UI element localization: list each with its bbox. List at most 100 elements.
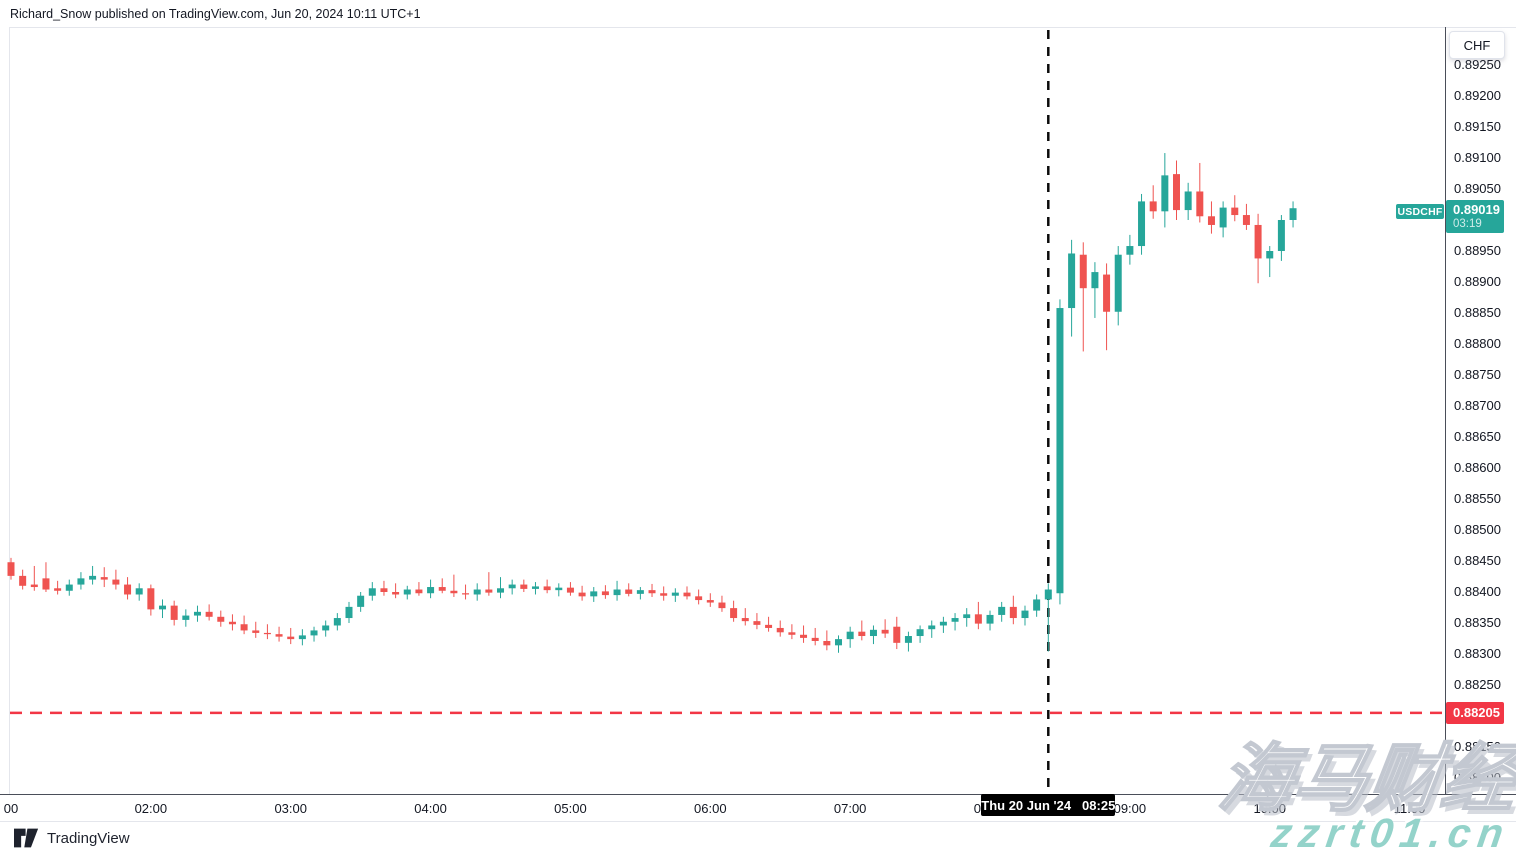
candle-body xyxy=(846,631,854,640)
bar-countdown: 03:19 xyxy=(1453,218,1482,231)
candle-body xyxy=(753,621,761,625)
crosshair-time: 08:25 xyxy=(1082,797,1116,813)
alert-price-value: 0.88205 xyxy=(1453,705,1500,721)
last-price-badge: 0.89019 03:19 xyxy=(1446,200,1504,234)
candle-body xyxy=(450,590,458,594)
candle-body xyxy=(1126,246,1134,255)
time-tick-label: 05:00 xyxy=(554,801,587,816)
price-tick-label: 0.88700 xyxy=(1454,398,1501,413)
candle-body xyxy=(520,584,528,589)
price-scale[interactable]: 0.89250 0.89200 0.89150 0.89100 0.89050 0.889… xyxy=(1446,27,1516,795)
time-tick-label: 09:00 xyxy=(1113,801,1147,816)
time-tick-label: 02:00 xyxy=(134,801,168,816)
candle-body xyxy=(998,606,1006,615)
price-tick-label: 0.88850 xyxy=(1454,305,1501,320)
chart-border-left xyxy=(9,27,10,795)
candle-body xyxy=(625,589,633,594)
candle-body xyxy=(1079,254,1087,289)
candle-body xyxy=(1231,207,1239,216)
candle-body xyxy=(205,611,213,617)
candle-body xyxy=(951,618,959,622)
candle-body xyxy=(1021,610,1029,619)
price-tick-label: 0.89250 xyxy=(1454,57,1501,72)
price-axis-separator xyxy=(1445,27,1446,795)
candle-body xyxy=(660,593,668,596)
candle-body xyxy=(963,614,971,619)
candle-body xyxy=(543,586,551,591)
candle-body xyxy=(1266,251,1274,259)
candle-body xyxy=(240,624,248,631)
price-tick-label: 0.88550 xyxy=(1454,491,1501,506)
candle-body xyxy=(54,588,62,591)
candle-body xyxy=(357,595,365,607)
candle-body xyxy=(974,614,982,624)
candle-body xyxy=(869,629,877,637)
candle-body xyxy=(497,588,505,593)
candle-body xyxy=(7,562,15,576)
price-tick-label: 0.89100 xyxy=(1454,150,1501,165)
candle-body xyxy=(893,626,901,643)
candle-body xyxy=(1103,274,1111,312)
last-price-value: 0.89019 xyxy=(1453,202,1500,218)
candle-body xyxy=(1254,224,1262,259)
tradingview-logo[interactable]: TradingView xyxy=(14,828,130,849)
candle-body xyxy=(1219,207,1227,228)
price-tick-label: 0.88900 xyxy=(1454,274,1501,289)
alert-price-badge: 0.88205 xyxy=(1446,701,1504,724)
price-tick-label: 0.89150 xyxy=(1454,119,1501,134)
candle-body xyxy=(462,593,470,595)
candle-body xyxy=(636,590,644,594)
candle-body xyxy=(473,589,481,595)
currency-button[interactable]: CHF xyxy=(1449,31,1505,59)
candle-body xyxy=(170,605,178,620)
time-tick-label: 11:00 xyxy=(1393,801,1426,816)
candle-body xyxy=(19,575,27,586)
price-tick-label: 0.89050 xyxy=(1454,181,1501,196)
candle-body xyxy=(228,621,236,625)
time-tick-label: 03:00 xyxy=(274,801,307,816)
candle-body xyxy=(1044,589,1052,600)
time-tick-label: 07:00 xyxy=(833,801,867,816)
candle-body xyxy=(928,625,936,630)
candle-body xyxy=(147,588,155,610)
candle-body xyxy=(939,621,947,626)
footer-separator xyxy=(0,821,1516,822)
time-tick-label: 06:00 xyxy=(694,801,727,816)
candle-body xyxy=(380,588,388,592)
price-tick-label: 0.88300 xyxy=(1454,646,1501,661)
candle-body xyxy=(1184,191,1192,211)
candle-body xyxy=(287,636,295,640)
candle-body xyxy=(904,636,912,643)
candle-body xyxy=(1207,216,1215,225)
candle-body xyxy=(427,587,435,594)
candle-body xyxy=(415,589,423,594)
candle-body xyxy=(275,634,283,637)
price-tick-label: 0.89200 xyxy=(1454,88,1501,103)
time-scale[interactable]: 0002:0003:0004:0005:0006:0007:0008:0009:… xyxy=(0,795,1516,821)
crosshair-date-badge: Thu 20 Jun '24 08:25 xyxy=(981,794,1115,816)
candle-body xyxy=(403,589,411,595)
candle-body xyxy=(508,584,516,589)
candle-body xyxy=(1149,201,1157,212)
candle-body xyxy=(310,630,318,636)
candle-body xyxy=(217,616,225,622)
candle-body xyxy=(252,630,260,633)
candle-body xyxy=(555,587,563,591)
candle-body xyxy=(1242,215,1250,225)
candle-body xyxy=(648,590,656,594)
candle-body xyxy=(1196,191,1204,217)
candle-body xyxy=(112,579,120,585)
candle-body xyxy=(298,635,306,640)
candle-body xyxy=(578,592,586,597)
candle-body xyxy=(368,588,376,596)
candle-body xyxy=(858,631,866,637)
price-tick-label: 0.88450 xyxy=(1454,553,1501,568)
candle-body xyxy=(531,586,539,589)
price-tick-label: 0.88150 xyxy=(1454,739,1501,754)
price-tick-label: 0.88100 xyxy=(1454,770,1501,785)
candle-body xyxy=(1033,599,1041,611)
candle-body xyxy=(590,591,598,597)
candle-body xyxy=(811,637,819,641)
